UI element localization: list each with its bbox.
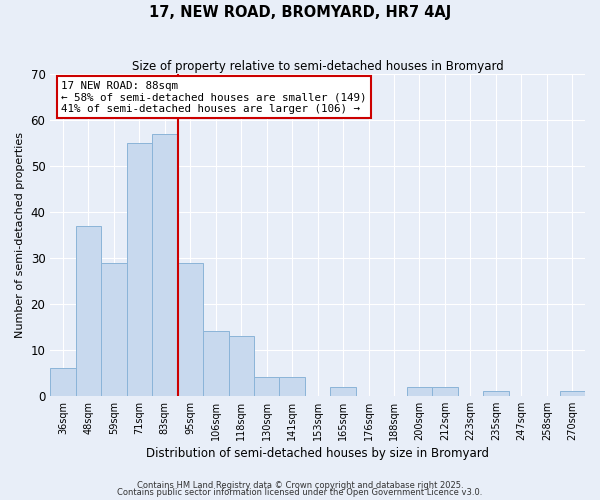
Bar — [152, 134, 178, 396]
Text: Contains public sector information licensed under the Open Government Licence v3: Contains public sector information licen… — [118, 488, 482, 497]
Bar — [50, 368, 76, 396]
Bar — [254, 378, 280, 396]
Bar — [560, 391, 585, 396]
Bar — [101, 262, 127, 396]
Text: Contains HM Land Registry data © Crown copyright and database right 2025.: Contains HM Land Registry data © Crown c… — [137, 480, 463, 490]
Bar — [203, 332, 229, 396]
Bar — [229, 336, 254, 396]
Bar — [127, 143, 152, 396]
Title: Size of property relative to semi-detached houses in Bromyard: Size of property relative to semi-detach… — [132, 60, 503, 73]
Bar — [280, 378, 305, 396]
Bar — [483, 391, 509, 396]
Text: 17, NEW ROAD, BROMYARD, HR7 4AJ: 17, NEW ROAD, BROMYARD, HR7 4AJ — [149, 5, 451, 20]
Bar — [178, 262, 203, 396]
Bar — [76, 226, 101, 396]
Y-axis label: Number of semi-detached properties: Number of semi-detached properties — [15, 132, 25, 338]
X-axis label: Distribution of semi-detached houses by size in Bromyard: Distribution of semi-detached houses by … — [146, 447, 489, 460]
Bar — [432, 386, 458, 396]
Bar — [407, 386, 432, 396]
Bar — [331, 386, 356, 396]
Text: 17 NEW ROAD: 88sqm
← 58% of semi-detached houses are smaller (149)
41% of semi-d: 17 NEW ROAD: 88sqm ← 58% of semi-detache… — [61, 80, 367, 114]
